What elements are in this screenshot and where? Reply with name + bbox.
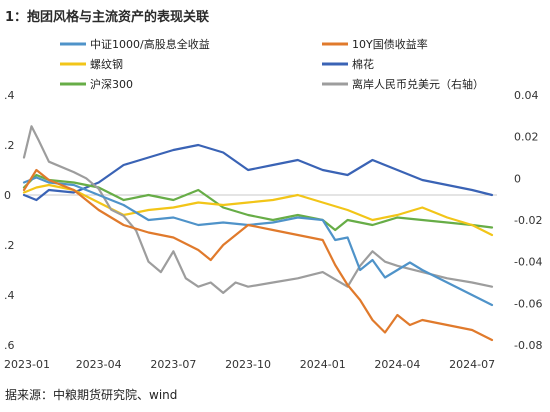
right-tick-label: -0.08 [514,339,542,352]
right-tick-label: -0.04 [514,256,542,269]
series-line-2 [22,183,494,237]
series-line-0 [22,176,494,307]
left-tick-label: .2 [4,139,15,152]
right-tick-label: 0.02 [514,131,539,144]
x-tick-label: 2023-04 [76,358,122,371]
right-tick-label: -0.02 [514,214,542,227]
left-axis: .4 .2 0 .2 .4 .6 [4,89,15,352]
legend-label: 中证1000/高股息全收益 [90,37,210,51]
series-lines [22,125,494,342]
x-tick-label: 2023-07 [150,358,196,371]
legend-label: 棉花 [352,57,374,71]
left-tick-label: .4 [4,89,15,102]
legend-label: 螺纹钢 [90,57,123,71]
legend-label: 离岸人民币兑美元（右轴） [352,77,484,91]
x-tick-label: 2024-01 [300,358,346,371]
x-axis: 2023-01 2023-04 2023-07 2023-10 2024-01 2024-… [4,358,495,371]
x-tick-label: 2024-04 [374,358,420,371]
right-tick-label: -0.06 [514,297,542,310]
series-line-1 [22,168,494,342]
x-tick-label: 2023-10 [225,358,271,371]
x-tick-label: 2023-01 [4,358,50,371]
series-line-4 [22,173,494,232]
left-tick-label: .2 [4,239,15,252]
series-line-5 [22,125,494,294]
legend-label: 沪深300 [90,77,133,91]
x-tick-label: 2024-07 [449,358,495,371]
right-tick-label: 0 [514,172,521,185]
series-line-3 [22,143,494,202]
legend-label: 10Y国债收益率 [352,37,428,51]
left-tick-label: .6 [4,339,15,352]
source-note: 据来源：中粮期货研究院、wind [5,388,178,402]
right-tick-label: 0.04 [514,89,539,102]
right-axis: 0.04 0.02 0 -0.02 -0.04 -0.06 -0.08 [514,89,542,352]
chart-title: 1：抱团风格与主流资产的表现关联 [5,10,210,25]
left-tick-label: 0 [4,189,11,202]
left-tick-label: .4 [4,289,15,302]
